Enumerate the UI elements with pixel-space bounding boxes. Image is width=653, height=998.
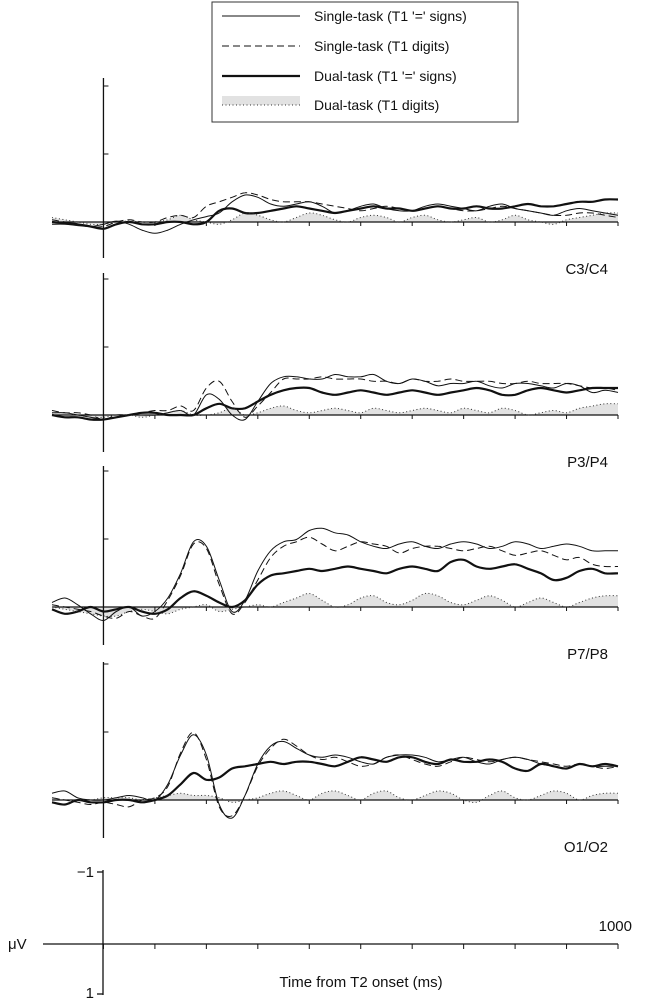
series-dual-task-t1-digits xyxy=(51,212,619,226)
series-dual-task-t1-signs xyxy=(51,386,618,421)
series-single-task-t1-digits xyxy=(51,192,619,228)
panel-c3-c4: C3/C4 xyxy=(51,78,619,278)
panel-label-c3-c4: C3/C4 xyxy=(565,261,608,278)
unit-label: μV xyxy=(8,936,27,953)
scale-y-top-label: −1 xyxy=(77,864,94,881)
legend-label-dual-digits: Dual-task (T1 digits) xyxy=(314,97,439,113)
series-single-task-t1-digits xyxy=(51,536,619,620)
dual-digits-shading xyxy=(52,403,618,418)
legend-label-dual-equals: Dual-task (T1 '=' signs) xyxy=(314,68,457,84)
series-dual-task-t1-signs xyxy=(51,198,619,230)
x-axis-title: Time from T2 onset (ms) xyxy=(279,974,442,991)
dual-digits-shading xyxy=(52,593,618,617)
series-dual-task-t1-signs xyxy=(51,755,619,806)
panel-label-p3-p4: P3/P4 xyxy=(567,454,608,471)
scale-y-bottom-label: 1 xyxy=(86,985,94,998)
legend: Single-task (T1 '=' signs) Single-task (… xyxy=(211,1,519,123)
panel-o1-o2: O1/O2 xyxy=(51,662,619,856)
panels-group: C3/C4 P3/P4 P7/P8 O1/O2 xyxy=(51,78,619,856)
series-dual-task-t1-digits xyxy=(51,790,619,803)
series-single-task-t1-signs xyxy=(51,373,619,421)
panel-label-o1-o2: O1/O2 xyxy=(564,839,608,856)
series-dual-task-t1-signs xyxy=(51,558,619,615)
series-single-task-t1-digits xyxy=(51,732,619,817)
series-dual-task-t1-digits xyxy=(51,592,619,617)
scale-bar: −1 1 μV 1000 Time from T2 onset (ms) xyxy=(8,864,632,998)
scale-x-ticks xyxy=(102,944,619,949)
legend-swatch-dual-digits-fill xyxy=(222,96,300,105)
series-single-task-t1-signs xyxy=(51,734,618,819)
series-dual-task-t1-digits xyxy=(51,403,619,419)
legend-label-single-digits: Single-task (T1 digits) xyxy=(314,38,449,54)
panel-p3-p4: P3/P4 xyxy=(51,273,619,471)
scale-x-max-label: 1000 xyxy=(599,918,632,935)
panel-label-p7-p8: P7/P8 xyxy=(567,646,608,663)
legend-label-single-equals: Single-task (T1 '=' signs) xyxy=(314,8,467,24)
series-single-task-t1-signs xyxy=(51,527,618,622)
panel-p7-p8: P7/P8 xyxy=(51,466,619,663)
series-single-task-t1-digits xyxy=(51,376,619,420)
